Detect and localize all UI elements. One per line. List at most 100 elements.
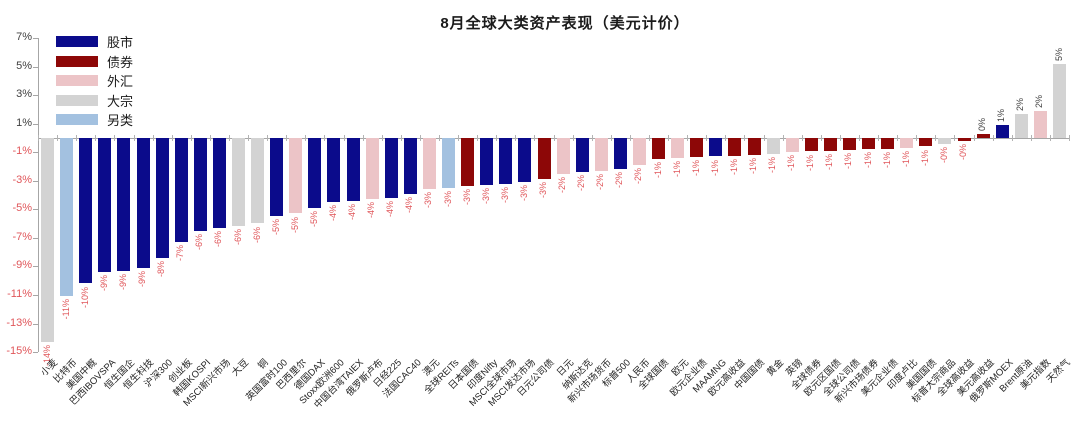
- category-tick: [114, 134, 116, 141]
- bar-value-label: -10%: [79, 286, 90, 308]
- bar: [1014, 113, 1028, 138]
- category-tick: [248, 134, 249, 141]
- bar: [823, 137, 837, 151]
- bar-value-label: -5%: [308, 210, 319, 227]
- bar-value-label: -1%: [728, 158, 739, 175]
- bar: [41, 137, 54, 342]
- category-tick: [687, 134, 689, 141]
- bar: [728, 137, 742, 156]
- bar-value-label: -8%: [156, 260, 167, 277]
- category-tick: [458, 134, 459, 141]
- bar-value-label: -1%: [748, 158, 758, 175]
- y-axis-tick: [33, 323, 38, 325]
- bar: [346, 137, 360, 201]
- category-tick: [801, 134, 803, 141]
- bar-value-label: -6%: [232, 229, 243, 246]
- bar-value-label: -1%: [824, 153, 835, 170]
- bar: [804, 137, 818, 152]
- category-tick: [744, 134, 746, 141]
- category-tick: [1049, 134, 1051, 141]
- bar: [155, 137, 169, 258]
- bar-value-label: -9%: [117, 273, 128, 290]
- bar-value-label: -4%: [385, 200, 396, 217]
- bar: [652, 137, 665, 159]
- category-tick: [38, 134, 39, 141]
- bar-value-label: -5%: [270, 219, 281, 236]
- bar: [919, 137, 933, 147]
- bar-value-label: 5%: [1053, 47, 1064, 61]
- category-tick: [897, 134, 899, 141]
- category-tick: [706, 134, 708, 141]
- bar-value-label: -6%: [194, 233, 205, 250]
- bar: [384, 137, 398, 198]
- category-tick: [839, 134, 841, 141]
- y-axis-tick: [33, 123, 38, 125]
- category-tick: [133, 134, 135, 141]
- bar: [98, 137, 112, 273]
- bar: [881, 137, 895, 149]
- bar-value-label: -4%: [404, 196, 415, 213]
- bar: [422, 137, 436, 190]
- y-axis-tick-label: -15%: [6, 345, 32, 357]
- bar-value-label: -3%: [480, 188, 491, 205]
- y-axis-tick: [33, 38, 38, 39]
- bar-value-label: -9%: [137, 270, 147, 287]
- bar: [862, 137, 875, 150]
- bar-value-label: -1%: [919, 149, 930, 166]
- category-tick: [209, 134, 211, 141]
- bar: [575, 137, 589, 173]
- bar-value-label: -1%: [709, 159, 720, 176]
- legend-swatch-icon: [56, 94, 98, 106]
- category-tick: [629, 134, 631, 141]
- category-tick: [438, 134, 440, 141]
- category-tick: [152, 134, 154, 141]
- legend-swatch-icon: [56, 75, 98, 87]
- y-axis-tick-label: 7%: [16, 31, 32, 43]
- category-tick: [820, 134, 822, 141]
- bar-value-label: -6%: [213, 230, 224, 247]
- category-tick: [992, 134, 994, 141]
- category-tick: [324, 134, 326, 141]
- y-axis-tick-label: -3%: [12, 173, 32, 186]
- category-tick: [553, 134, 555, 141]
- bar-value-label: -4%: [327, 205, 338, 222]
- category-tick: [419, 134, 421, 141]
- bar-value-label: 0%: [977, 118, 988, 132]
- bar-value-label: -1%: [652, 161, 663, 178]
- bar-value-label: -3%: [538, 182, 548, 199]
- bar-value-label: 2%: [1015, 97, 1026, 111]
- category-tick: [935, 134, 937, 141]
- category-tick: [190, 134, 192, 141]
- y-axis-tick-label: -13%: [6, 316, 32, 329]
- category-tick: [916, 134, 918, 141]
- bar-value-label: -1%: [786, 155, 797, 172]
- bar: [193, 137, 207, 231]
- bar: [976, 134, 990, 138]
- bar: [900, 137, 914, 148]
- bar: [232, 137, 245, 227]
- bar: [613, 137, 627, 170]
- bar: [671, 137, 685, 158]
- category-tick: [973, 134, 975, 141]
- y-axis-tick: [33, 95, 38, 97]
- y-axis-tick: [33, 66, 38, 68]
- y-axis-tick: [33, 294, 38, 296]
- y-axis-tick-label: -9%: [12, 259, 32, 272]
- y-axis-tick: [33, 352, 38, 353]
- x-axis-label: 大豆: [230, 357, 252, 379]
- category-tick: [400, 134, 402, 141]
- y-axis-tick-label: 3%: [16, 88, 32, 101]
- bar: [995, 125, 1009, 138]
- bar: [212, 137, 226, 228]
- bar-value-label: -3%: [518, 185, 529, 202]
- category-tick: [610, 134, 612, 141]
- bar-value-label: 1%: [996, 109, 1007, 123]
- y-axis-tick-label: -5%: [12, 202, 32, 215]
- bar-value-label: -11%: [60, 299, 71, 320]
- category-tick: [228, 134, 230, 141]
- bar-value-label: -1%: [690, 160, 701, 177]
- bar-value-label: -0%: [958, 143, 968, 160]
- category-tick: [95, 134, 97, 141]
